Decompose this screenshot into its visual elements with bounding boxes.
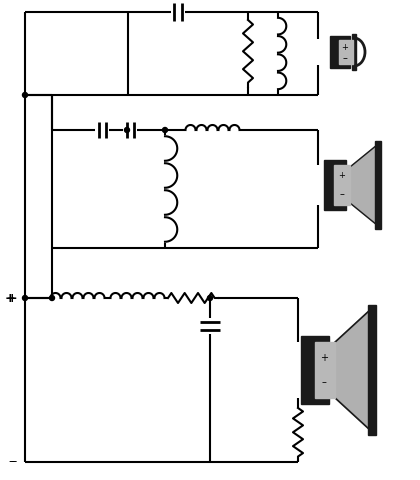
Circle shape — [23, 296, 27, 300]
Bar — [375, 141, 381, 229]
Text: –: – — [9, 456, 15, 468]
Bar — [324, 160, 346, 210]
Polygon shape — [350, 145, 377, 225]
Text: –: – — [339, 189, 344, 199]
Text: +: + — [320, 353, 328, 363]
Text: –: – — [11, 456, 17, 468]
Text: +: + — [341, 43, 349, 51]
Text: –: – — [343, 53, 347, 63]
Circle shape — [207, 296, 213, 300]
Circle shape — [163, 128, 168, 132]
Bar — [352, 34, 356, 70]
Polygon shape — [333, 310, 370, 430]
Text: –: – — [322, 377, 326, 387]
Bar — [330, 36, 350, 68]
Bar — [315, 342, 335, 398]
Circle shape — [23, 93, 27, 97]
Text: +: + — [4, 291, 15, 304]
Bar — [368, 305, 376, 435]
Circle shape — [50, 296, 55, 300]
Text: +: + — [6, 291, 17, 304]
Text: +: + — [339, 171, 345, 180]
Bar — [339, 40, 353, 64]
Bar — [301, 336, 329, 404]
Circle shape — [124, 128, 129, 132]
Bar — [334, 165, 350, 205]
